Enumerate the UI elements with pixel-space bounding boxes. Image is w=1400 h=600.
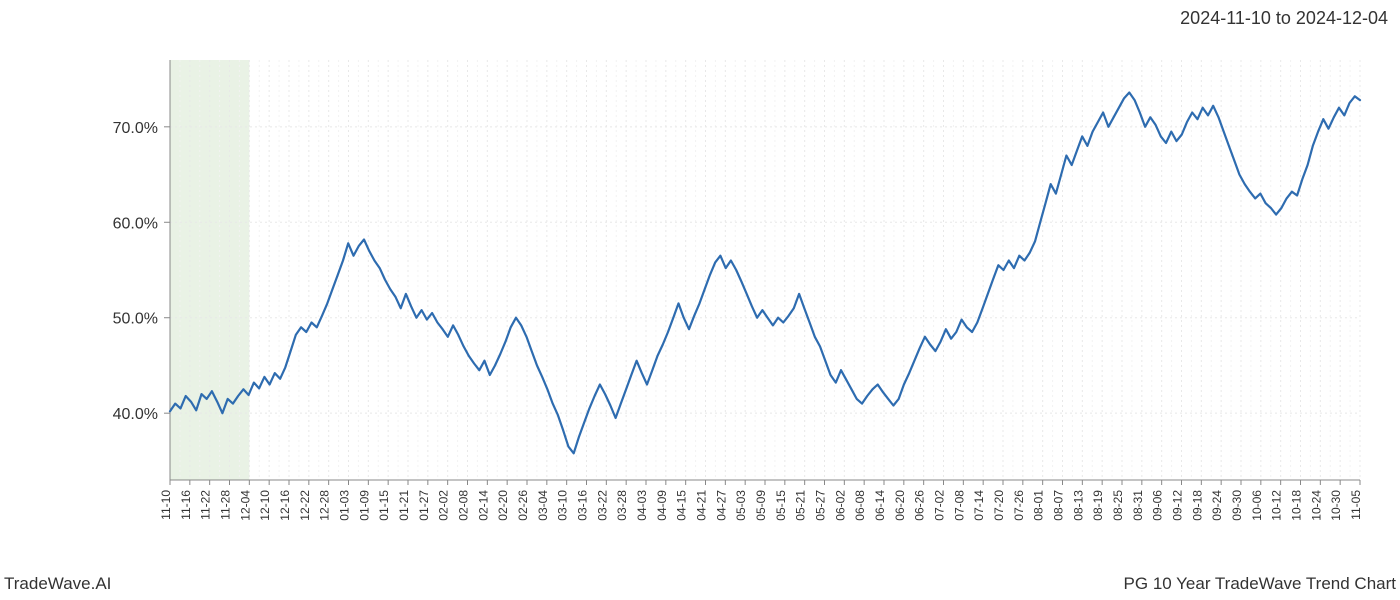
svg-text:70.0%: 70.0% xyxy=(113,120,158,137)
svg-text:04-03: 04-03 xyxy=(635,490,649,521)
svg-text:08-31: 08-31 xyxy=(1131,490,1145,521)
trend-chart: 40.0% 50.0% 60.0% 70.0% 11-10 11-16 11-22 11-28… xyxy=(0,40,1400,560)
svg-text:06-14: 06-14 xyxy=(873,490,887,521)
svg-text:06-02: 06-02 xyxy=(833,490,847,521)
svg-text:50.0%: 50.0% xyxy=(113,311,158,328)
svg-text:06-20: 06-20 xyxy=(893,490,907,521)
svg-text:12-22: 12-22 xyxy=(298,490,312,521)
svg-text:08-13: 08-13 xyxy=(1071,490,1085,521)
svg-text:06-26: 06-26 xyxy=(913,490,927,521)
svg-text:05-15: 05-15 xyxy=(774,490,788,521)
svg-text:08-19: 08-19 xyxy=(1091,490,1105,521)
svg-text:03-04: 03-04 xyxy=(536,490,550,521)
svg-text:04-09: 04-09 xyxy=(655,490,669,521)
svg-text:40.0%: 40.0% xyxy=(113,406,158,423)
svg-text:05-21: 05-21 xyxy=(794,490,808,521)
svg-text:08-25: 08-25 xyxy=(1111,490,1125,521)
svg-text:01-09: 01-09 xyxy=(357,490,371,521)
svg-text:07-26: 07-26 xyxy=(1012,490,1026,521)
svg-text:01-27: 01-27 xyxy=(417,490,431,521)
svg-text:05-09: 05-09 xyxy=(754,490,768,521)
svg-text:09-12: 09-12 xyxy=(1171,490,1185,521)
svg-text:11-22: 11-22 xyxy=(199,490,213,520)
svg-text:60.0%: 60.0% xyxy=(113,215,158,232)
svg-text:07-14: 07-14 xyxy=(972,490,986,521)
svg-text:10-30: 10-30 xyxy=(1329,490,1343,521)
svg-text:01-03: 01-03 xyxy=(338,490,352,521)
chart-title: PG 10 Year TradeWave Trend Chart xyxy=(1124,574,1396,594)
svg-text:10-18: 10-18 xyxy=(1290,490,1304,521)
svg-text:10-24: 10-24 xyxy=(1309,490,1323,521)
svg-text:07-20: 07-20 xyxy=(992,490,1006,521)
svg-text:06-08: 06-08 xyxy=(853,490,867,521)
svg-text:12-10: 12-10 xyxy=(258,490,272,521)
svg-text:09-18: 09-18 xyxy=(1190,490,1204,521)
brand-label: TradeWave.AI xyxy=(4,574,111,594)
svg-text:10-06: 10-06 xyxy=(1250,490,1264,521)
svg-text:11-05: 11-05 xyxy=(1349,490,1363,520)
svg-text:03-28: 03-28 xyxy=(615,490,629,521)
svg-text:12-04: 12-04 xyxy=(238,490,252,521)
svg-text:09-30: 09-30 xyxy=(1230,490,1244,521)
svg-text:01-21: 01-21 xyxy=(397,490,411,521)
svg-text:05-03: 05-03 xyxy=(734,490,748,521)
svg-text:12-28: 12-28 xyxy=(318,490,332,521)
svg-text:02-08: 02-08 xyxy=(457,490,471,521)
svg-text:03-22: 03-22 xyxy=(595,490,609,521)
svg-text:07-08: 07-08 xyxy=(952,490,966,521)
svg-text:05-27: 05-27 xyxy=(814,490,828,521)
svg-text:03-16: 03-16 xyxy=(576,490,590,521)
svg-text:11-28: 11-28 xyxy=(219,490,233,520)
svg-text:09-24: 09-24 xyxy=(1210,490,1224,521)
svg-text:07-02: 07-02 xyxy=(933,490,947,521)
svg-text:09-06: 09-06 xyxy=(1151,490,1165,521)
svg-text:03-10: 03-10 xyxy=(556,490,570,521)
svg-text:01-15: 01-15 xyxy=(377,490,391,521)
svg-text:02-26: 02-26 xyxy=(516,490,530,521)
svg-text:08-01: 08-01 xyxy=(1032,490,1046,521)
svg-text:04-21: 04-21 xyxy=(695,490,709,521)
svg-text:11-16: 11-16 xyxy=(179,490,193,520)
svg-text:10-12: 10-12 xyxy=(1270,490,1284,521)
svg-text:02-20: 02-20 xyxy=(496,490,510,521)
svg-text:12-16: 12-16 xyxy=(278,490,292,521)
svg-text:04-15: 04-15 xyxy=(675,490,689,521)
svg-text:08-07: 08-07 xyxy=(1052,490,1066,521)
svg-text:02-14: 02-14 xyxy=(476,490,490,521)
date-range-label: 2024-11-10 to 2024-12-04 xyxy=(1180,8,1388,29)
svg-text:02-02: 02-02 xyxy=(437,490,451,521)
svg-text:11-10: 11-10 xyxy=(159,490,173,520)
svg-text:04-27: 04-27 xyxy=(714,490,728,521)
